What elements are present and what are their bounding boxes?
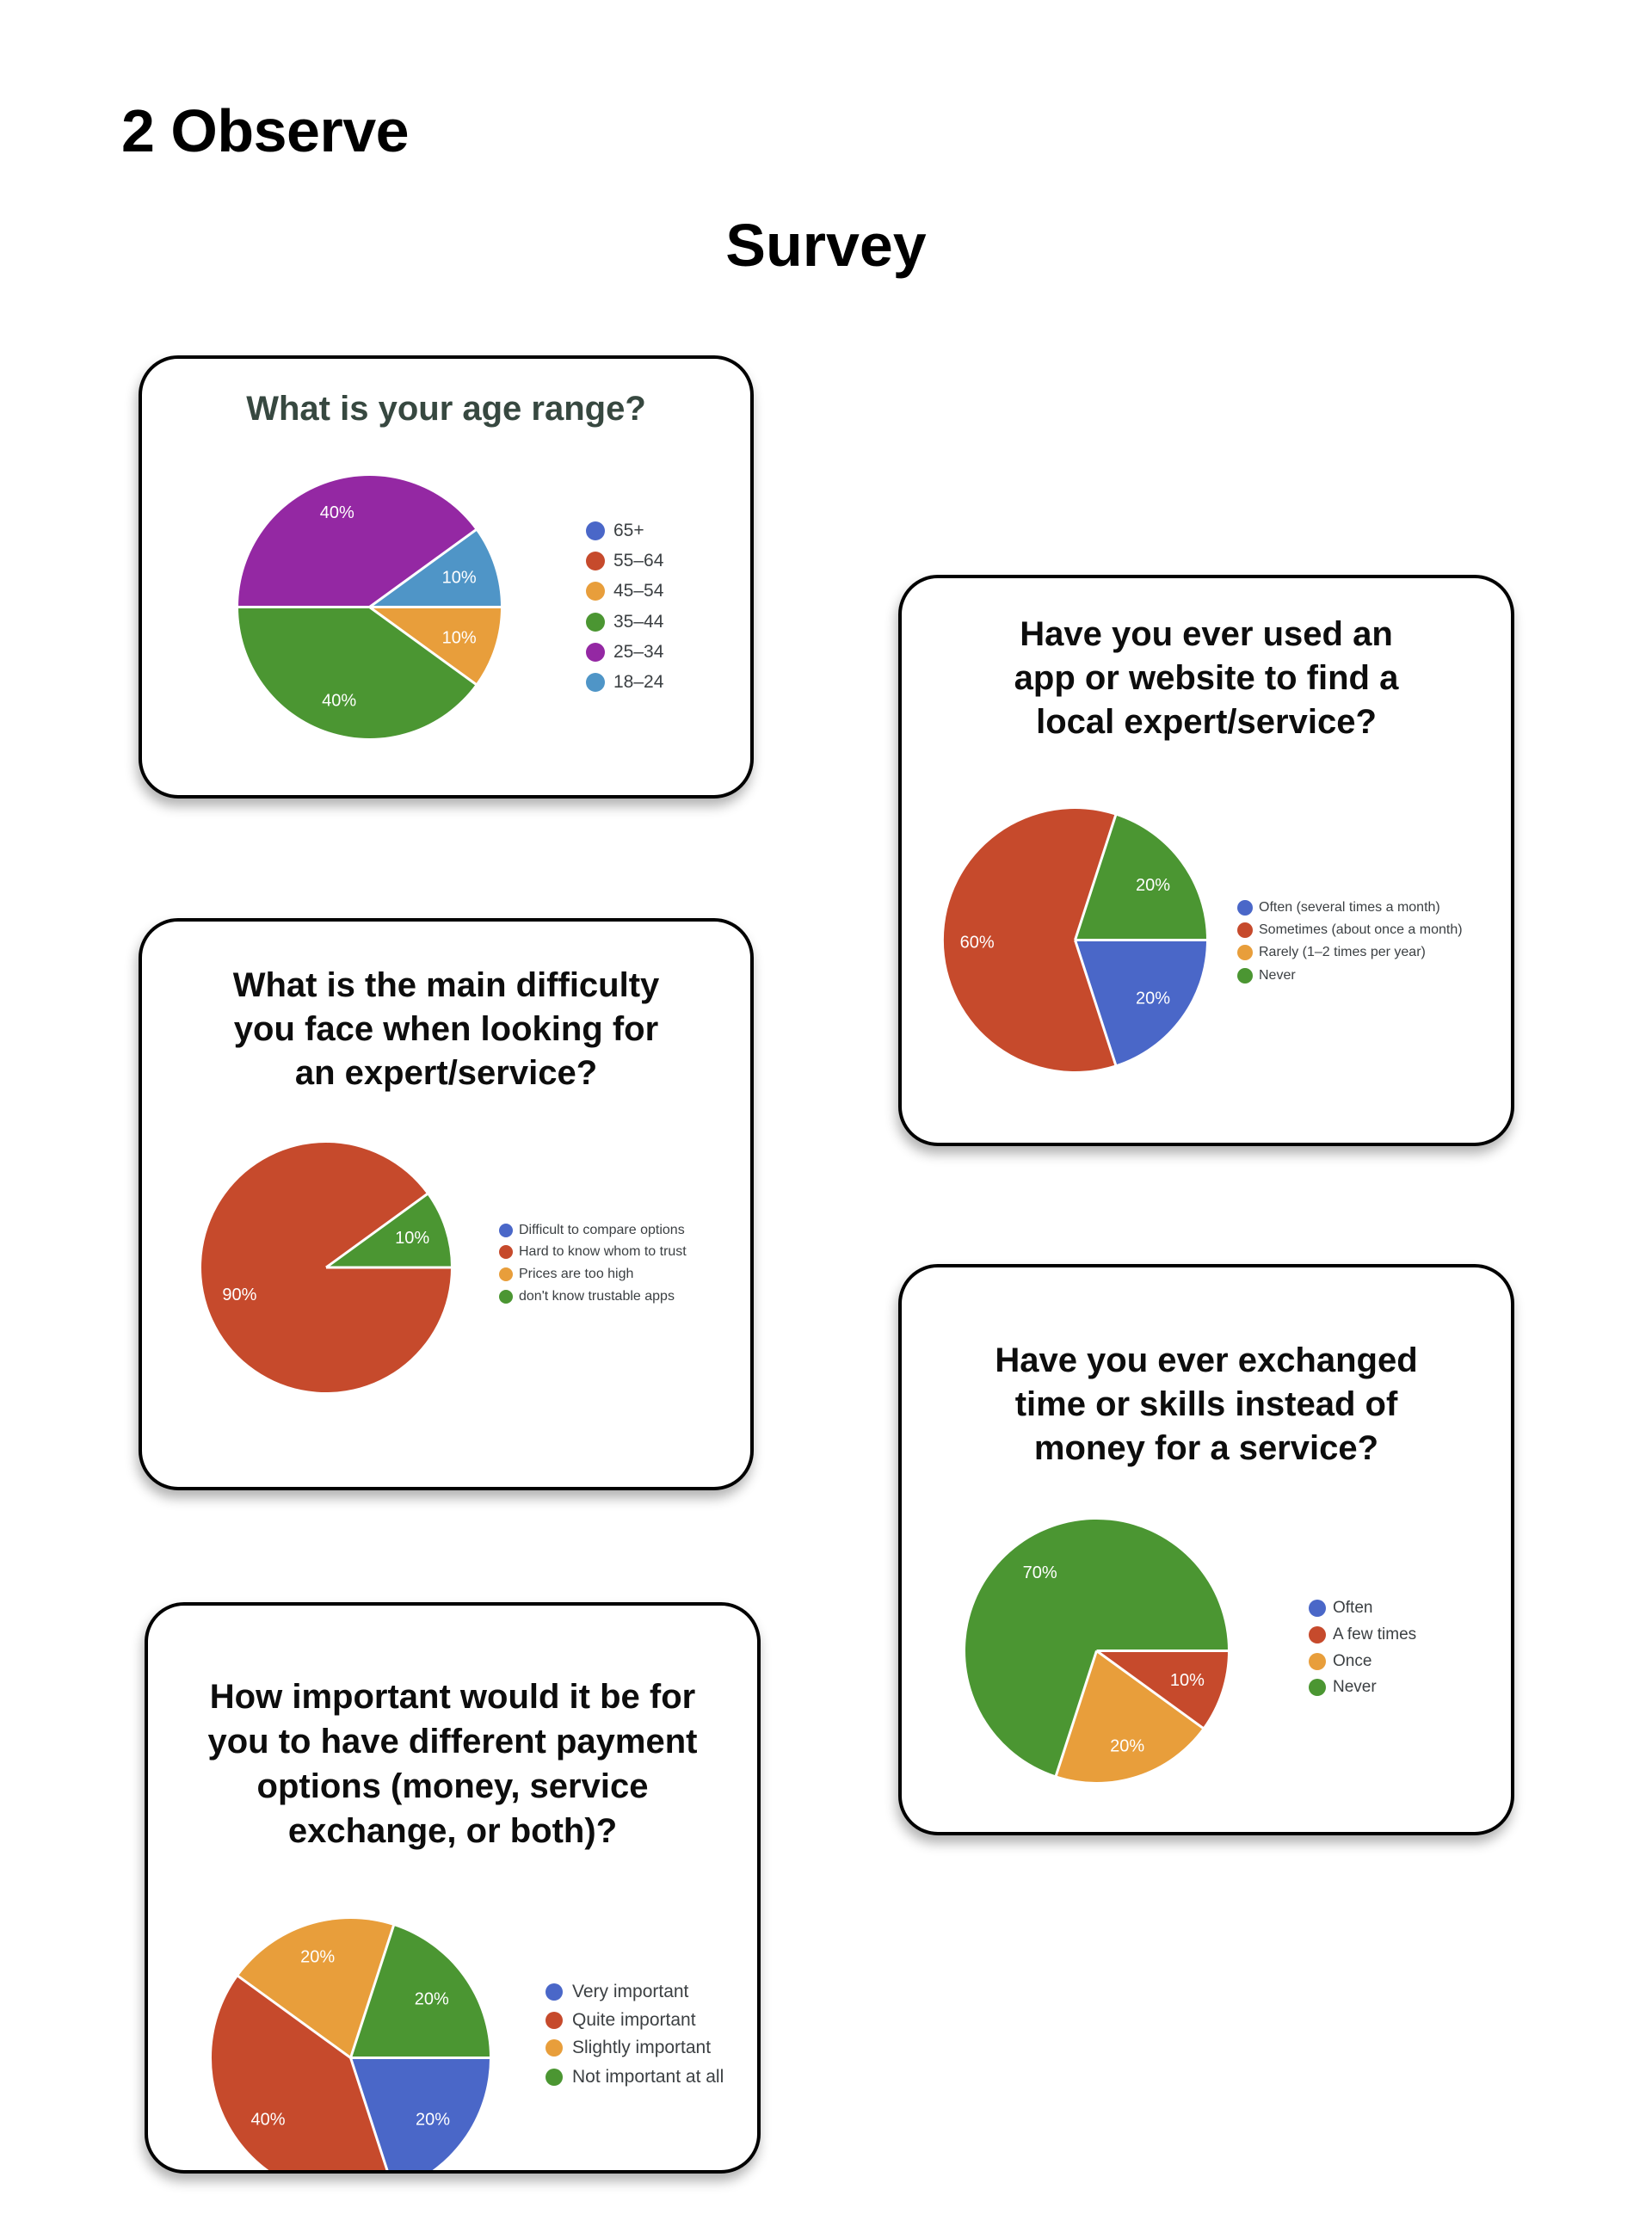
svg-text:70%: 70% (1023, 1563, 1057, 1582)
svg-text:10%: 10% (395, 1229, 429, 1248)
svg-text:20%: 20% (416, 2110, 450, 2129)
svg-text:20%: 20% (1136, 989, 1170, 1008)
svg-text:40%: 40% (320, 503, 354, 522)
svg-text:90%: 90% (222, 1286, 256, 1304)
svg-text:10%: 10% (442, 628, 477, 647)
svg-text:20%: 20% (415, 1990, 449, 2009)
svg-text:40%: 40% (322, 691, 356, 710)
svg-text:20%: 20% (1110, 1736, 1144, 1755)
svg-text:60%: 60% (960, 933, 995, 952)
svg-text:20%: 20% (1136, 876, 1170, 895)
svg-text:10%: 10% (1170, 1671, 1205, 1690)
svg-text:10%: 10% (442, 568, 477, 587)
svg-text:40%: 40% (250, 2110, 285, 2129)
svg-text:20%: 20% (300, 1947, 335, 1966)
